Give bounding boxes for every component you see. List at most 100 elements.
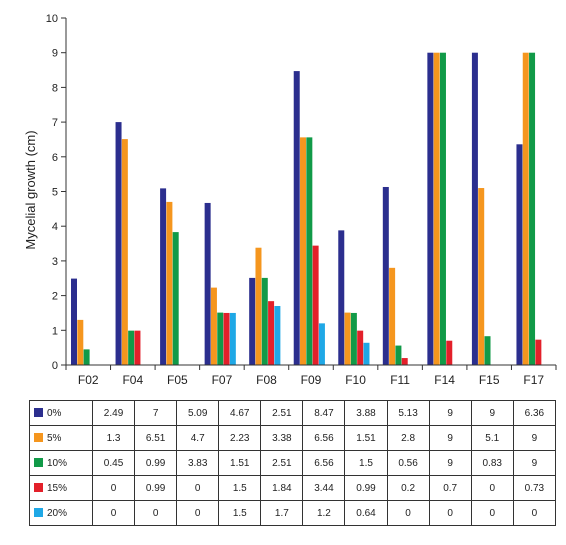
value-cell: 0.99 bbox=[134, 450, 178, 476]
value-cell: 9 bbox=[428, 450, 472, 476]
x-tick-label: F15 bbox=[479, 373, 500, 387]
value-cell: 0.56 bbox=[386, 450, 430, 476]
value-cell: 5.1 bbox=[470, 425, 514, 451]
bar-f09-15pct bbox=[312, 245, 319, 365]
value-cell: 1.5 bbox=[218, 475, 262, 501]
value-cell: 0.99 bbox=[344, 475, 388, 501]
x-tick-label: F11 bbox=[390, 373, 410, 387]
value-cell: 8.47 bbox=[302, 400, 346, 426]
table-row: 5% 1.3 6.51 4.7 2.23 3.38 6.56 1.51 2.8 9 5.1 9 bbox=[29, 425, 557, 451]
x-tick-label: F02 bbox=[78, 373, 99, 387]
x-tick-label: F17 bbox=[523, 373, 544, 387]
table-row: 10% 0.45 0.99 3.83 1.51 2.51 6.56 1.5 0.56 9 0.83 9 bbox=[29, 450, 557, 476]
bar-f15-0pct bbox=[471, 52, 478, 365]
value-cell: 1.5 bbox=[344, 450, 388, 476]
value-cell: 0 bbox=[428, 500, 472, 526]
value-cell: 0 bbox=[512, 500, 557, 526]
y-tick-label: 9 bbox=[52, 48, 58, 60]
bar-f14-5pct bbox=[433, 52, 440, 365]
value-cell: 0.2 bbox=[386, 475, 430, 501]
value-cell: 0.45 bbox=[91, 450, 136, 476]
series-name: 5% bbox=[47, 432, 62, 444]
value-cell: 9 bbox=[512, 450, 557, 476]
value-cell: 1.3 bbox=[91, 425, 136, 451]
bar-f09-10pct bbox=[306, 137, 313, 365]
value-cell: 2.23 bbox=[218, 425, 262, 451]
x-tick-label: F09 bbox=[301, 373, 322, 387]
bar-f14-0pct bbox=[427, 52, 434, 365]
y-tick-label: 5 bbox=[52, 187, 58, 199]
bar-f07-10pct bbox=[217, 312, 224, 365]
legend-swatch bbox=[34, 457, 43, 467]
y-ticks: 0 1 2 3 4 5 6 7 8 9 10 bbox=[46, 13, 66, 372]
series-name: 20% bbox=[47, 507, 68, 519]
legend-swatch bbox=[34, 432, 43, 442]
bar-chart: 0 1 2 3 4 5 6 7 8 9 10 F02 F04 F05 F07 F08 F09 F10 F11 F14… bbox=[23, 13, 557, 387]
bar-f08-10pct bbox=[261, 277, 268, 365]
bar-f02-5pct bbox=[77, 319, 84, 365]
value-cell: 0 bbox=[176, 500, 220, 526]
x-ticks: F02 F04 F05 F07 F08 F09 F10 F11 F14 F15 F17 bbox=[65, 365, 557, 387]
value-cell: 0 bbox=[176, 475, 220, 501]
value-cell: 3.44 bbox=[302, 475, 346, 501]
value-cell: 5.13 bbox=[386, 400, 430, 426]
bar-f07-0pct bbox=[204, 202, 211, 365]
value-cell: 1.51 bbox=[218, 450, 262, 476]
x-tick-label: F10 bbox=[345, 373, 366, 387]
bar-f02-10pct bbox=[83, 349, 90, 365]
table-row: 15% 0 0.99 0 1.5 1.84 3.44 0.99 0.2 0.7 0 0.73 bbox=[29, 475, 557, 501]
series-legend-cell: 20% bbox=[29, 500, 93, 526]
bar-f04-5pct bbox=[121, 139, 128, 365]
bar-f05-10pct bbox=[172, 232, 179, 365]
value-cell: 7 bbox=[134, 400, 178, 426]
bar-f11-10pct bbox=[395, 345, 402, 365]
y-tick-label: 2 bbox=[52, 291, 58, 303]
y-tick-label: 6 bbox=[52, 152, 58, 164]
data-table: 0% 2.49 7 5.09 4.67 2.51 8.47 3.88 5.13 9 9 6.36 5% 1… bbox=[29, 400, 557, 526]
series-legend-cell: 10% bbox=[29, 450, 93, 476]
bar-f08-15pct bbox=[268, 301, 275, 365]
bar-f17-15pct bbox=[535, 339, 542, 365]
value-cell: 2.51 bbox=[260, 400, 304, 426]
series-name: 0% bbox=[47, 407, 62, 419]
bar-f07-15pct bbox=[223, 312, 230, 365]
value-cell: 0 bbox=[134, 500, 178, 526]
value-cell: 0.64 bbox=[344, 500, 388, 526]
value-cell: 0 bbox=[470, 500, 514, 526]
x-tick-label: F08 bbox=[256, 373, 277, 387]
bar-f10-15pct bbox=[357, 330, 364, 365]
value-cell: 1.5 bbox=[218, 500, 262, 526]
y-tick-label: 0 bbox=[52, 360, 58, 372]
bar-f15-5pct bbox=[478, 188, 485, 365]
bar-f08-0pct bbox=[249, 277, 256, 365]
y-tick-label: 4 bbox=[52, 221, 58, 233]
value-cell: 3.83 bbox=[176, 450, 220, 476]
series-name: 15% bbox=[47, 482, 68, 494]
value-cell: 1.84 bbox=[260, 475, 304, 501]
value-cell: 0.7 bbox=[428, 475, 472, 501]
value-cell: 9 bbox=[428, 425, 472, 451]
bar-f04-15pct bbox=[134, 330, 141, 365]
y-tick-label: 3 bbox=[52, 256, 58, 268]
bar-f17-0pct bbox=[516, 144, 523, 365]
y-tick-label: 8 bbox=[52, 82, 58, 94]
bar-f14-10pct bbox=[439, 52, 446, 365]
bar-f17-10pct bbox=[529, 52, 536, 365]
value-cell: 5.09 bbox=[176, 400, 220, 426]
bar-f10-20pct bbox=[363, 342, 370, 365]
bar-f09-0pct bbox=[293, 71, 300, 365]
series-legend-cell: 0% bbox=[29, 400, 93, 426]
x-tick-label: F14 bbox=[434, 373, 455, 387]
y-tick-label: 1 bbox=[52, 325, 58, 337]
x-tick-label: F05 bbox=[167, 373, 188, 387]
y-tick-label: 10 bbox=[46, 13, 58, 25]
value-cell: 0 bbox=[91, 500, 136, 526]
value-cell: 0 bbox=[386, 500, 430, 526]
legend-swatch bbox=[34, 507, 43, 517]
bar-f05-5pct bbox=[166, 201, 173, 365]
series-legend-cell: 5% bbox=[29, 425, 93, 451]
value-cell: 2.51 bbox=[260, 450, 304, 476]
value-cell: 0.73 bbox=[512, 475, 557, 501]
value-cell: 1.2 bbox=[302, 500, 346, 526]
value-cell: 9 bbox=[428, 400, 472, 426]
